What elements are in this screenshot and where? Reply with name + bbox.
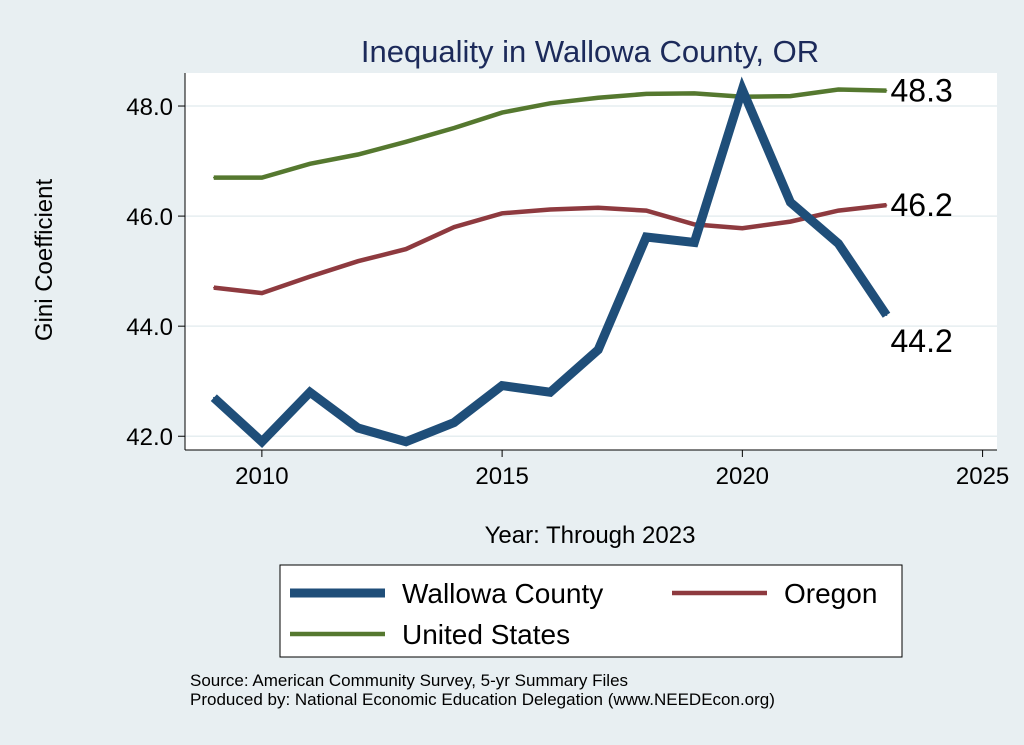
data-point-united-states	[405, 140, 407, 143]
x-axis-label: Year: Through 2023	[485, 522, 696, 549]
data-point-united-states	[213, 176, 215, 179]
data-point-oregon	[885, 204, 888, 206]
footer: Source: American Community Survey, 5-yr …	[190, 671, 775, 709]
data-point-oregon	[789, 220, 792, 223]
data-point-oregon	[405, 248, 407, 250]
legend-label-oregon: Oregon	[784, 578, 877, 609]
data-point-wallowa-county	[645, 236, 648, 238]
data-point-oregon	[597, 207, 600, 209]
data-point-wallowa-county	[405, 440, 407, 443]
data-point-united-states	[789, 95, 792, 97]
y-tick-label: 44.0	[126, 314, 173, 341]
legend-label-united-states: United States	[402, 619, 570, 650]
data-point-oregon	[549, 208, 551, 211]
series-lines	[210, 76, 891, 448]
legend: Wallowa County Oregon United States	[279, 564, 903, 658]
data-point-wallowa-county	[597, 349, 600, 351]
data-point-united-states	[357, 153, 359, 156]
y-tick-label: 48.0	[126, 94, 173, 121]
plot-area	[185, 73, 997, 450]
data-point-united-states	[597, 96, 600, 99]
producer-note: Produced by: National Economic Education…	[190, 690, 775, 709]
chart-title: Inequality in Wallowa County, OR	[361, 34, 819, 69]
data-point-united-states	[549, 102, 551, 105]
data-point-oregon	[213, 286, 215, 289]
data-point-united-states	[453, 127, 455, 129]
data-point-oregon	[261, 292, 263, 294]
data-point-oregon	[837, 209, 840, 212]
y-axis-label: Gini Coefficient	[31, 179, 58, 342]
data-point-oregon	[645, 209, 648, 212]
data-point-united-states	[837, 88, 840, 91]
source-note: Source: American Community Survey, 5-yr …	[190, 671, 629, 690]
legend-label-wallowa-county: Wallowa County	[402, 578, 603, 609]
data-point-oregon	[501, 212, 503, 215]
x-tick-label: 2010	[235, 463, 288, 490]
x-tick-label: 2020	[716, 463, 769, 490]
data-point-united-states	[261, 176, 263, 179]
gridlines	[185, 105, 997, 437]
data-point-wallowa-county	[309, 391, 311, 394]
data-point-united-states	[501, 111, 503, 114]
data-point-wallowa-county	[741, 88, 744, 91]
x-tick-label: 2025	[956, 463, 1009, 490]
end-label: 48.3	[890, 73, 952, 109]
data-point-oregon	[357, 260, 359, 263]
data-point-wallowa-county	[885, 314, 888, 316]
x-tick-label: 2015	[475, 463, 528, 490]
data-point-wallowa-county	[789, 201, 792, 204]
data-point-oregon	[309, 275, 311, 278]
end-label: 44.2	[890, 323, 952, 359]
data-point-wallowa-county	[837, 242, 840, 245]
end-labels: 44.2 46.2 48.3	[890, 73, 952, 360]
data-point-united-states	[693, 92, 696, 95]
axes: 42.0 44.0 46.0 48.0 2010 2015 2020 2025	[126, 73, 1009, 490]
data-point-united-states	[885, 89, 888, 92]
y-tick-label: 42.0	[126, 424, 173, 451]
data-point-wallowa-county	[453, 421, 455, 424]
data-point-united-states	[309, 163, 311, 165]
data-point-united-states	[645, 93, 648, 95]
y-tick-label: 46.0	[126, 204, 173, 231]
data-point-oregon	[741, 227, 744, 230]
legend-box	[279, 564, 903, 658]
data-point-wallowa-county	[261, 440, 263, 443]
data-point-oregon	[693, 223, 696, 226]
data-point-wallowa-county	[213, 396, 215, 399]
end-label: 46.2	[890, 187, 952, 223]
data-point-wallowa-county	[549, 391, 551, 394]
data-point-wallowa-county	[357, 427, 359, 429]
data-point-wallowa-county	[693, 241, 696, 244]
data-point-wallowa-county	[501, 384, 503, 387]
data-point-oregon	[453, 226, 455, 228]
